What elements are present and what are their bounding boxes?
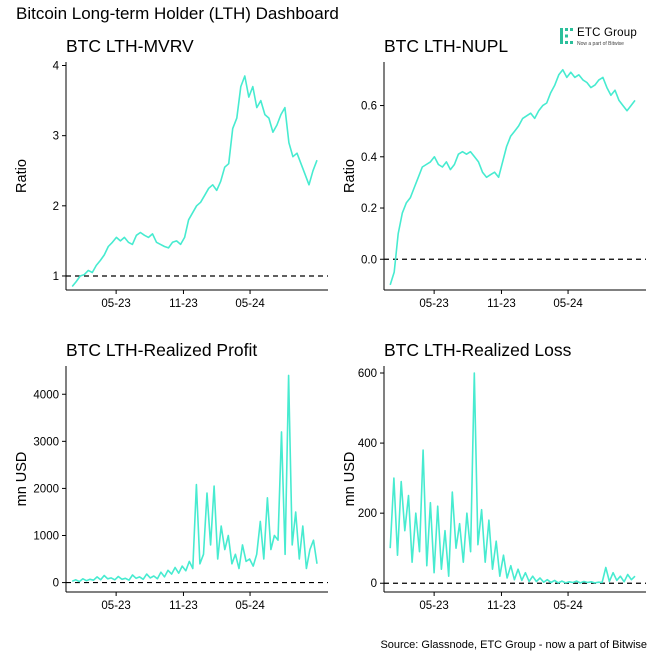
x-tick-label: 11-23: [487, 600, 516, 612]
series-line: [389, 68, 636, 286]
x-tick-label: 11-23: [169, 298, 198, 310]
y-tick-label: 200: [358, 508, 377, 520]
y-tick-label: 0.4: [361, 152, 378, 164]
y-tick-label: 0: [53, 578, 59, 590]
panel-title: BTC LTH-Realized Profit: [66, 340, 257, 360]
x-tick-label: 05-24: [553, 600, 583, 612]
etc-group-logo: ETC Group Now a part of Bitwise: [560, 27, 656, 49]
x-tick-label: 05-24: [235, 600, 265, 612]
panel-title: BTC LTH-MVRV: [66, 36, 194, 56]
y-tick-label: 0.0: [361, 254, 377, 266]
y-tick-label: 4000: [33, 389, 59, 401]
y-tick-label: 1000: [33, 531, 59, 543]
y-tick-label: 2: [53, 201, 59, 213]
x-tick-label: 11-23: [487, 298, 516, 310]
x-tick-label: 05-23: [419, 600, 448, 612]
y-tick-label: 600: [358, 368, 377, 380]
y-tick-label: 2000: [33, 483, 59, 495]
y-tick-label: 1: [53, 271, 59, 283]
logo-mark-icon: [560, 28, 573, 44]
series-line: [71, 75, 318, 288]
dashboard-title: Bitcoin Long-term Holder (LTH) Dashboard: [16, 4, 339, 23]
y-axis-label: mn USD: [14, 452, 30, 507]
source-note: Source: Glassnode, ETC Group - now a par…: [380, 639, 647, 651]
x-tick-label: 05-23: [101, 298, 130, 310]
y-axis-label: Ratio: [14, 159, 30, 193]
logo-tagline: Now a part of Bitwise: [577, 41, 624, 47]
x-tick-label: 05-23: [419, 298, 448, 310]
x-tick-label: 05-24: [553, 298, 583, 310]
series-line: [389, 372, 636, 584]
panel-title: BTC LTH-NUPL: [384, 36, 508, 56]
x-tick-label: 05-23: [101, 600, 130, 612]
y-tick-label: 3: [53, 131, 59, 143]
y-tick-label: 3000: [33, 436, 59, 448]
y-tick-label: 400: [358, 438, 377, 450]
y-axis-label: Ratio: [342, 159, 358, 193]
x-tick-label: 05-24: [235, 298, 265, 310]
y-tick-label: 0.6: [361, 101, 377, 113]
panel-title: BTC LTH-Realized Loss: [384, 340, 572, 360]
series-line: [71, 374, 318, 583]
y-axis-label: mn USD: [342, 452, 358, 507]
y-tick-label: 0: [371, 578, 377, 590]
y-tick-label: 0.2: [361, 203, 377, 215]
y-tick-label: 4: [53, 61, 60, 73]
x-tick-label: 11-23: [169, 600, 198, 612]
logo-name: ETC Group: [577, 27, 637, 39]
